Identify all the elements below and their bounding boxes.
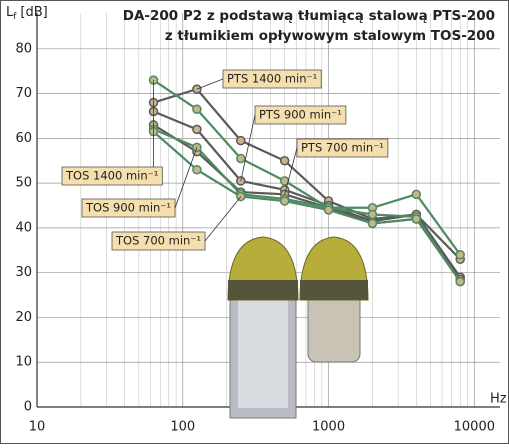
series-line — [152, 79, 462, 256]
data-point — [236, 153, 246, 164]
chart-subtitle: z tłumikiem opływowym stalowym TOS-200 — [165, 28, 495, 44]
data-point — [411, 189, 422, 200]
callout-leader — [284, 147, 298, 195]
series-line — [153, 128, 462, 283]
chart-title: DA-200 P2 z podstawą tłumiącą stalową PT… — [123, 8, 495, 24]
data-point — [367, 209, 378, 220]
data-point — [279, 196, 290, 206]
y-tick-label: 70 — [15, 86, 32, 101]
x-axis-label: Hz — [490, 392, 507, 407]
y-tick-label: 50 — [15, 176, 32, 191]
y-tick-label: 80 — [15, 41, 32, 56]
legend-label: PTS 1400 min⁻¹ — [227, 72, 317, 86]
x-tick-label: 10000 — [454, 420, 495, 435]
legend-label: PTS 700 min⁻¹ — [301, 141, 384, 155]
y-tick-label: 40 — [15, 220, 32, 235]
data-point — [192, 104, 202, 115]
callout-leader — [240, 114, 256, 181]
y-symbol: L — [6, 5, 14, 20]
y-tick-label: 10 — [15, 355, 32, 370]
callout-leader — [174, 147, 198, 209]
callout-leader — [204, 196, 242, 242]
callout-leader — [196, 78, 224, 90]
x-tick-label: 10 — [29, 420, 46, 435]
legend-label: TOS 900 min⁻¹ — [85, 201, 171, 215]
data-point — [192, 164, 202, 175]
data-point — [323, 205, 334, 215]
data-point — [279, 156, 290, 166]
device-illustration — [227, 236, 369, 419]
data-point — [455, 276, 465, 287]
x-tick-label: 100 — [170, 420, 195, 435]
y-tick-label: 0 — [24, 400, 32, 415]
data-point — [192, 124, 202, 135]
y-tick-label: 60 — [15, 131, 32, 146]
data-point — [411, 214, 422, 224]
y-axis-label: Lf [dB] — [6, 5, 48, 22]
y-subscript: f — [13, 12, 17, 22]
y-tick-label: 30 — [15, 265, 32, 280]
legend-label: PTS 900 min⁻¹ — [259, 108, 342, 122]
data-point — [279, 176, 290, 186]
y-unit: [dB] — [20, 5, 47, 20]
data-point — [236, 135, 246, 146]
callouts: PTS 1400 min⁻¹ PTS 900 min⁻¹ PTS 700 min⁻¹… — [61, 69, 389, 251]
data-point — [455, 250, 465, 260]
x-tick-label: 1000 — [312, 420, 345, 435]
legend-box — [61, 166, 163, 186]
legend-label: TOS 700 min⁻¹ — [115, 234, 201, 248]
series-line — [152, 130, 462, 283]
data-point — [367, 218, 378, 229]
y-tick-label: 20 — [15, 310, 32, 325]
legend-label: TOS 1400 min⁻¹ — [65, 169, 158, 183]
